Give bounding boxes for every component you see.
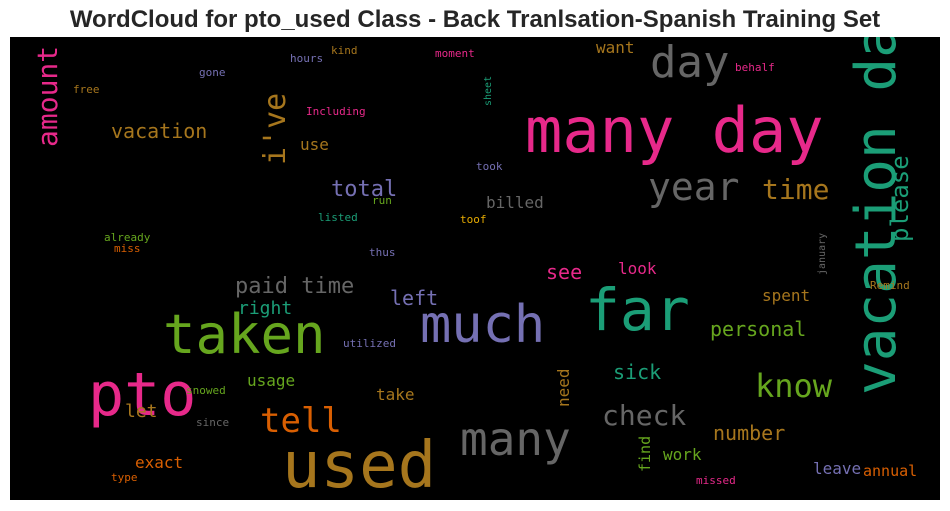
word-utilized: utilized xyxy=(343,337,396,350)
word-gone: gone xyxy=(199,66,226,79)
word-thus: thus xyxy=(369,246,396,259)
word-total: total xyxy=(331,177,397,202)
word-pto: pto xyxy=(88,360,196,430)
word-including: Including xyxy=(306,105,366,118)
word-need: need xyxy=(554,368,573,407)
word-right: right xyxy=(238,298,292,319)
word-left: left xyxy=(390,286,438,310)
word-please: please xyxy=(886,155,914,242)
word-miss: miss xyxy=(114,242,141,255)
word-amount: amount xyxy=(31,46,64,147)
word-find: find xyxy=(636,436,654,472)
word-type: type xyxy=(111,471,138,484)
word-january: january xyxy=(817,233,828,275)
word-paid-time: paid time xyxy=(235,274,354,299)
word-want: want xyxy=(596,38,635,57)
word-remind: Remind xyxy=(870,279,910,292)
word-took: took xyxy=(476,160,503,173)
word-billed: billed xyxy=(486,193,544,212)
word-missed: missed xyxy=(696,474,736,487)
word-toof: toof xyxy=(460,213,487,226)
word-see: see xyxy=(546,260,582,284)
word-spent: spent xyxy=(762,286,810,305)
word-work: work xyxy=(663,445,702,464)
word-check: check xyxy=(602,399,686,432)
word-usage: usage xyxy=(247,371,295,390)
word-i-ve: i've xyxy=(258,93,293,165)
word-look: look xyxy=(618,259,657,278)
word-number: number xyxy=(713,421,785,445)
word-let: let xyxy=(125,401,158,422)
word-day: day xyxy=(650,37,729,88)
word-vacation: vacation xyxy=(111,119,207,143)
word-time: time xyxy=(762,173,829,206)
word-listed: listed xyxy=(318,211,358,224)
word-behalf: behalf xyxy=(735,61,775,74)
word-tell: tell xyxy=(260,401,342,441)
word-take: take xyxy=(376,385,415,404)
word-already: already xyxy=(104,231,151,244)
word-vacation-days: vacation days xyxy=(844,37,909,395)
word-snowed: snowed xyxy=(186,384,226,397)
word-sheet: sheet xyxy=(483,76,494,106)
word-hours: hours xyxy=(290,52,323,65)
word-since: since xyxy=(196,416,229,429)
word-sick: sick xyxy=(613,360,661,384)
word-many: many xyxy=(460,412,571,466)
word-far: far xyxy=(585,276,690,344)
word-taken: taken xyxy=(163,303,326,366)
wordcloud-canvas: many day used taken far much pto vacation days… xyxy=(10,37,940,500)
chart-title: WordCloud for pto_used Class - Back Tran… xyxy=(69,6,881,33)
word-moment: moment xyxy=(435,47,475,60)
word-personal: personal xyxy=(710,317,806,341)
word-leave: leave xyxy=(813,459,861,478)
word-run: run xyxy=(372,194,392,207)
word-exact: exact xyxy=(135,453,183,472)
word-much: much xyxy=(420,295,545,355)
word-use: use xyxy=(300,135,329,154)
word-annual: annual xyxy=(863,462,917,480)
word-used: used xyxy=(282,429,436,500)
word-free: free xyxy=(73,83,100,96)
word-kind: kind xyxy=(331,44,358,57)
word-year: year xyxy=(648,165,740,209)
word-many-day: many day xyxy=(525,94,824,167)
word-know: know xyxy=(755,367,833,405)
